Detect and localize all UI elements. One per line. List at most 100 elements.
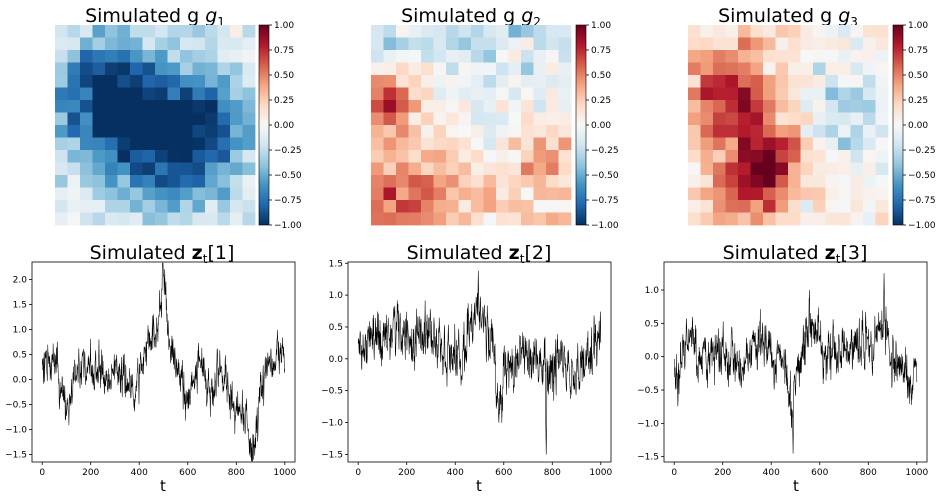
heatmap-cell bbox=[825, 100, 839, 113]
heatmap-cell bbox=[80, 50, 93, 63]
heatmap-cell bbox=[738, 125, 751, 138]
heatmap-cell bbox=[533, 212, 547, 226]
heatmap-cell bbox=[205, 150, 218, 163]
heatmap-cell bbox=[775, 125, 789, 138]
x-tick-label: 400 bbox=[131, 468, 148, 478]
heatmap-cell bbox=[433, 200, 447, 213]
heatmap-cell bbox=[242, 62, 256, 76]
heatmap-cell bbox=[521, 62, 534, 76]
heatmap-cell bbox=[142, 125, 156, 138]
heatmap-cell bbox=[396, 87, 409, 101]
heatmap-cell bbox=[775, 112, 789, 126]
plot-frame bbox=[347, 261, 612, 463]
heatmap-cell bbox=[800, 150, 814, 163]
heatmap-cell bbox=[408, 50, 422, 63]
heatmap-cell bbox=[55, 37, 68, 51]
heatmap-cell bbox=[155, 162, 168, 176]
colorbar-ticks-2: 1.00 0.75 0.50 0.25 0.00 −0.25 −0.50 −0.75 −1.00 bbox=[586, 21, 619, 231]
heatmap-cell bbox=[217, 200, 231, 213]
heatmap-cell bbox=[800, 212, 814, 226]
heatmap-cell bbox=[483, 125, 497, 138]
heatmap-cell bbox=[55, 125, 68, 138]
heatmap-cell bbox=[813, 137, 826, 151]
heatmap-cell bbox=[421, 125, 434, 138]
heatmap-cell bbox=[180, 75, 193, 88]
heatmap-cell bbox=[471, 75, 484, 88]
heatmap-cell bbox=[242, 50, 256, 63]
heatmap-cell bbox=[738, 37, 751, 51]
heatmap-cell bbox=[471, 175, 484, 188]
heatmap-cell bbox=[775, 100, 789, 113]
x-tick-label: 200 bbox=[714, 468, 731, 478]
heatmap-cell bbox=[167, 62, 181, 76]
heatmap-cell bbox=[205, 112, 218, 126]
heatmap-cell bbox=[558, 137, 572, 151]
heatmap-cell bbox=[750, 75, 764, 88]
y-tick-label: 1.5 bbox=[13, 301, 27, 311]
heatmap-cell bbox=[688, 87, 701, 101]
heatmap-cell bbox=[483, 212, 497, 226]
line-title-3: Simulated zt[3] bbox=[723, 242, 868, 266]
heatmap-cell bbox=[433, 150, 447, 163]
y-tick-label: 2.0 bbox=[13, 276, 28, 286]
heatmap-cell bbox=[738, 187, 751, 201]
heatmap-cell bbox=[688, 212, 701, 226]
heatmap-cell bbox=[205, 87, 218, 101]
heatmap-cell bbox=[383, 50, 397, 63]
heatmap-cell bbox=[775, 50, 789, 63]
heatmap-cell bbox=[738, 50, 751, 63]
heatmap-cell bbox=[558, 50, 572, 63]
heatmap-cell bbox=[105, 25, 118, 38]
heatmap-cell bbox=[371, 87, 384, 101]
heatmap-cell bbox=[371, 100, 384, 113]
heatmap-cell bbox=[838, 200, 851, 213]
heatmap-cell bbox=[167, 150, 181, 163]
heatmap-cell bbox=[130, 150, 143, 163]
heatmap-cell bbox=[533, 50, 547, 63]
heatmap-cell bbox=[533, 100, 547, 113]
heatmap-cell bbox=[750, 87, 764, 101]
heatmap-cell bbox=[142, 200, 156, 213]
heatmap-cell bbox=[725, 37, 739, 51]
heatmap-cell bbox=[863, 25, 876, 38]
heatmap-cell bbox=[458, 100, 472, 113]
heatmap-cell bbox=[180, 212, 193, 226]
series-line bbox=[357, 270, 602, 455]
colorbar-tick-label: 0.00 bbox=[591, 121, 611, 131]
heatmap-cell bbox=[142, 212, 156, 226]
heatmap-cell bbox=[371, 137, 384, 151]
heatmap-cell bbox=[863, 37, 876, 51]
heatmap-cell bbox=[825, 50, 839, 63]
heatmap-cell bbox=[242, 87, 256, 101]
heatmap-cell bbox=[521, 125, 534, 138]
heatmap-cell bbox=[242, 25, 256, 38]
heatmap-cell bbox=[155, 37, 168, 51]
heatmap-panel-2: Simulated g g2 1.00 0.75 0.50 0.25 0.00 −0.25… bbox=[371, 5, 619, 231]
heatmap-cell bbox=[800, 25, 814, 38]
heatmap-cell bbox=[117, 75, 131, 88]
heatmap-cell bbox=[496, 150, 509, 163]
heatmap-cell bbox=[813, 187, 826, 201]
heatmap-cell bbox=[55, 150, 68, 163]
y-tick-label: 1.0 bbox=[645, 286, 660, 296]
heatmap-cell bbox=[713, 50, 726, 63]
heatmap-cell bbox=[738, 75, 751, 88]
heatmap-cell bbox=[825, 150, 839, 163]
heatmap-cell bbox=[788, 212, 801, 226]
heatmap-cell bbox=[383, 37, 397, 51]
heatmap-cell bbox=[458, 162, 472, 176]
heatmap-cell bbox=[875, 100, 889, 113]
heatmap-cell bbox=[205, 75, 218, 88]
heatmap-cell bbox=[750, 137, 764, 151]
heatmap-cell bbox=[205, 125, 218, 138]
heatmap-cell bbox=[508, 87, 522, 101]
heatmap-cell bbox=[396, 175, 409, 188]
heatmap-cell bbox=[508, 125, 522, 138]
heatmap-cell bbox=[813, 150, 826, 163]
heatmap-cell bbox=[92, 150, 106, 163]
heatmap-cell bbox=[800, 75, 814, 88]
heatmap-cell bbox=[142, 137, 156, 151]
heatmap-cell bbox=[80, 37, 93, 51]
heatmap-cell bbox=[230, 137, 243, 151]
heatmap-cell bbox=[763, 100, 776, 113]
